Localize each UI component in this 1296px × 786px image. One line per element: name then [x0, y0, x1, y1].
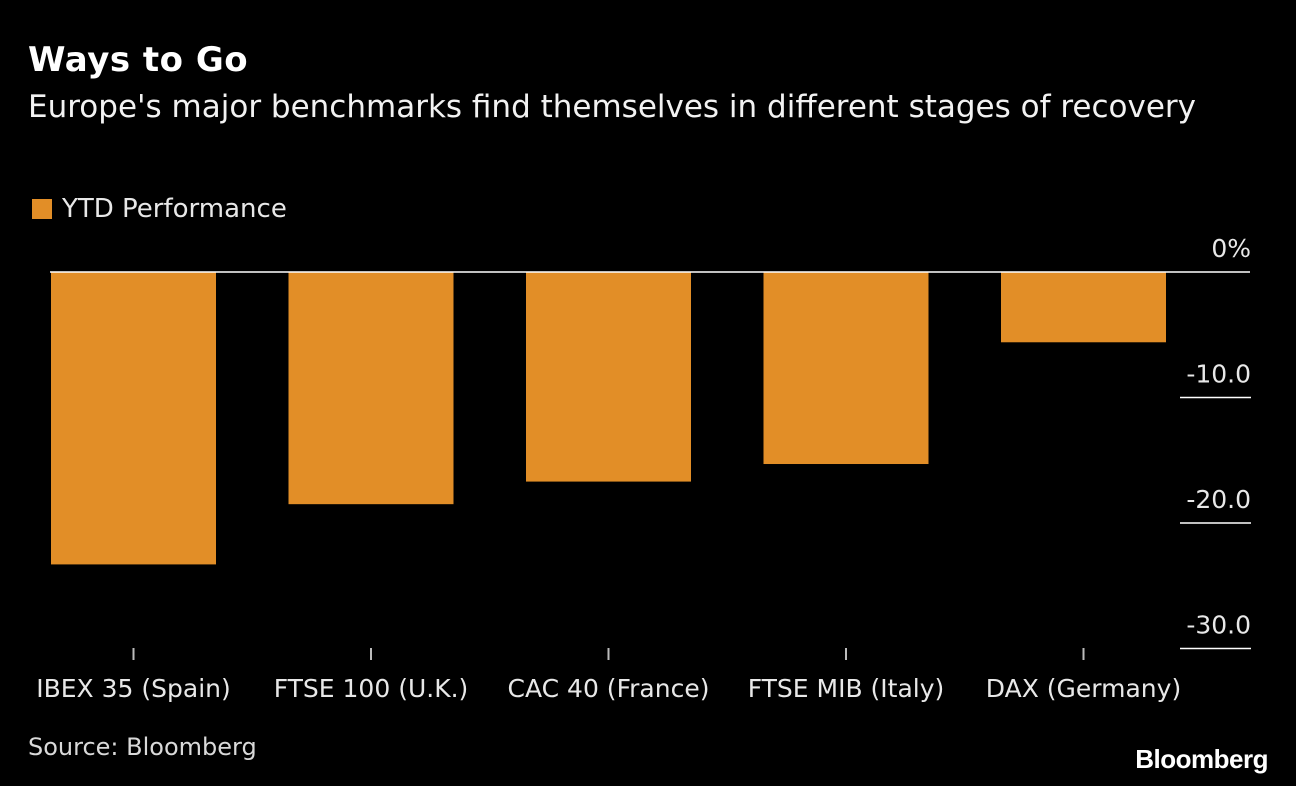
y-tick-label-2: -20.0: [1186, 485, 1251, 514]
legend-label: YTD Performance: [62, 194, 287, 224]
x-tick-label-3: FTSE MIB (Italy): [748, 674, 945, 703]
legend: YTD Performance: [32, 194, 287, 224]
chart-subtitle: Europe's major benchmarks find themselve…: [28, 89, 1197, 125]
x-tick-label-4: DAX (Germany): [986, 674, 1181, 703]
y-tick-label-3: -30.0: [1186, 611, 1251, 640]
bar-1: [288, 272, 454, 505]
source-note: Source: Bloomberg: [28, 733, 257, 761]
bar-3: [763, 272, 929, 465]
x-tick-label-2: CAC 40 (France): [508, 674, 710, 703]
legend-swatch: [32, 199, 52, 219]
bloomberg-logo: Bloomberg: [1135, 744, 1268, 774]
bar-0: [51, 272, 216, 565]
y-tick-label-0: 0%: [1211, 234, 1251, 263]
x-tick-label-1: FTSE 100 (U.K.): [274, 674, 469, 703]
y-tick-label-1: -10.0: [1186, 360, 1251, 389]
bar-2: [526, 272, 691, 482]
bar-4: [1001, 272, 1166, 343]
chart-title: Ways to Go: [28, 40, 249, 80]
x-tick-label-0: IBEX 35 (Spain): [36, 674, 231, 703]
